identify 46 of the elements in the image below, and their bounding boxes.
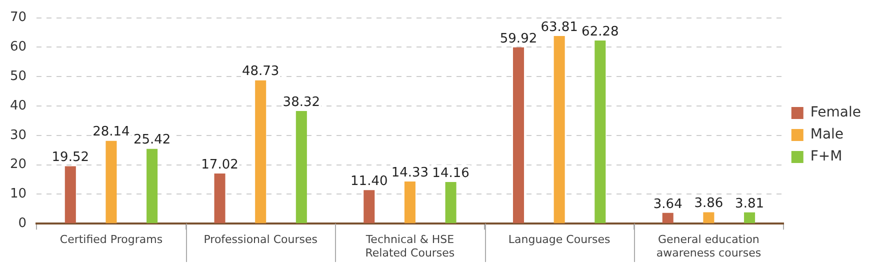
legend-label: Female — [810, 104, 862, 121]
text: 28.14 — [92, 124, 130, 140]
bar — [445, 182, 456, 224]
x-tick-label: Professional Courses — [204, 233, 318, 246]
bar — [594, 40, 606, 224]
legend-label: F+M — [810, 148, 842, 165]
legend-label: Male — [810, 126, 844, 143]
text: 3.86 — [694, 196, 724, 212]
x-tick-label: Certified Programs — [60, 233, 163, 246]
y-tick-label: 40 — [10, 98, 27, 114]
bar — [146, 148, 158, 224]
y-tick-label: 30 — [10, 128, 27, 143]
bar — [64, 166, 76, 224]
y-tick-label: 50 — [10, 68, 27, 84]
text: 48.73 — [242, 64, 280, 80]
bar — [106, 140, 117, 224]
text: 25.42 — [133, 132, 171, 148]
text: 3.81 — [735, 196, 764, 212]
text: 59.92 — [500, 31, 538, 46]
x-tick-label: General education awareness courses — [656, 233, 762, 260]
y-tick-label: 70 — [10, 10, 27, 26]
text: 3.64 — [653, 196, 682, 212]
bar — [296, 110, 307, 224]
text: 62.28 — [582, 24, 619, 40]
text: 63.81 — [540, 20, 578, 35]
bar — [404, 181, 416, 224]
y-tick-label: 0 — [18, 216, 27, 231]
text: 38.32 — [282, 94, 320, 110]
text: 11.40 — [350, 174, 388, 189]
bar — [214, 174, 226, 224]
x-tick-label: Technical & HSE Related Courses — [364, 233, 455, 260]
bar — [744, 212, 756, 224]
bar — [512, 47, 524, 224]
bar — [554, 36, 565, 224]
bar — [364, 190, 375, 224]
text: 14.16 — [432, 166, 470, 181]
y-tick-label: 60 — [10, 40, 27, 55]
text: 17.02 — [201, 157, 238, 172]
bar — [662, 212, 674, 224]
text: 14.33 — [391, 165, 429, 180]
y-tick-label: 10 — [10, 186, 27, 202]
text: 19.52 — [52, 150, 90, 166]
y-tick-label: 20 — [10, 157, 27, 172]
x-tick-label: Language Courses — [508, 233, 611, 246]
bar — [255, 80, 266, 224]
bar — [703, 212, 714, 224]
